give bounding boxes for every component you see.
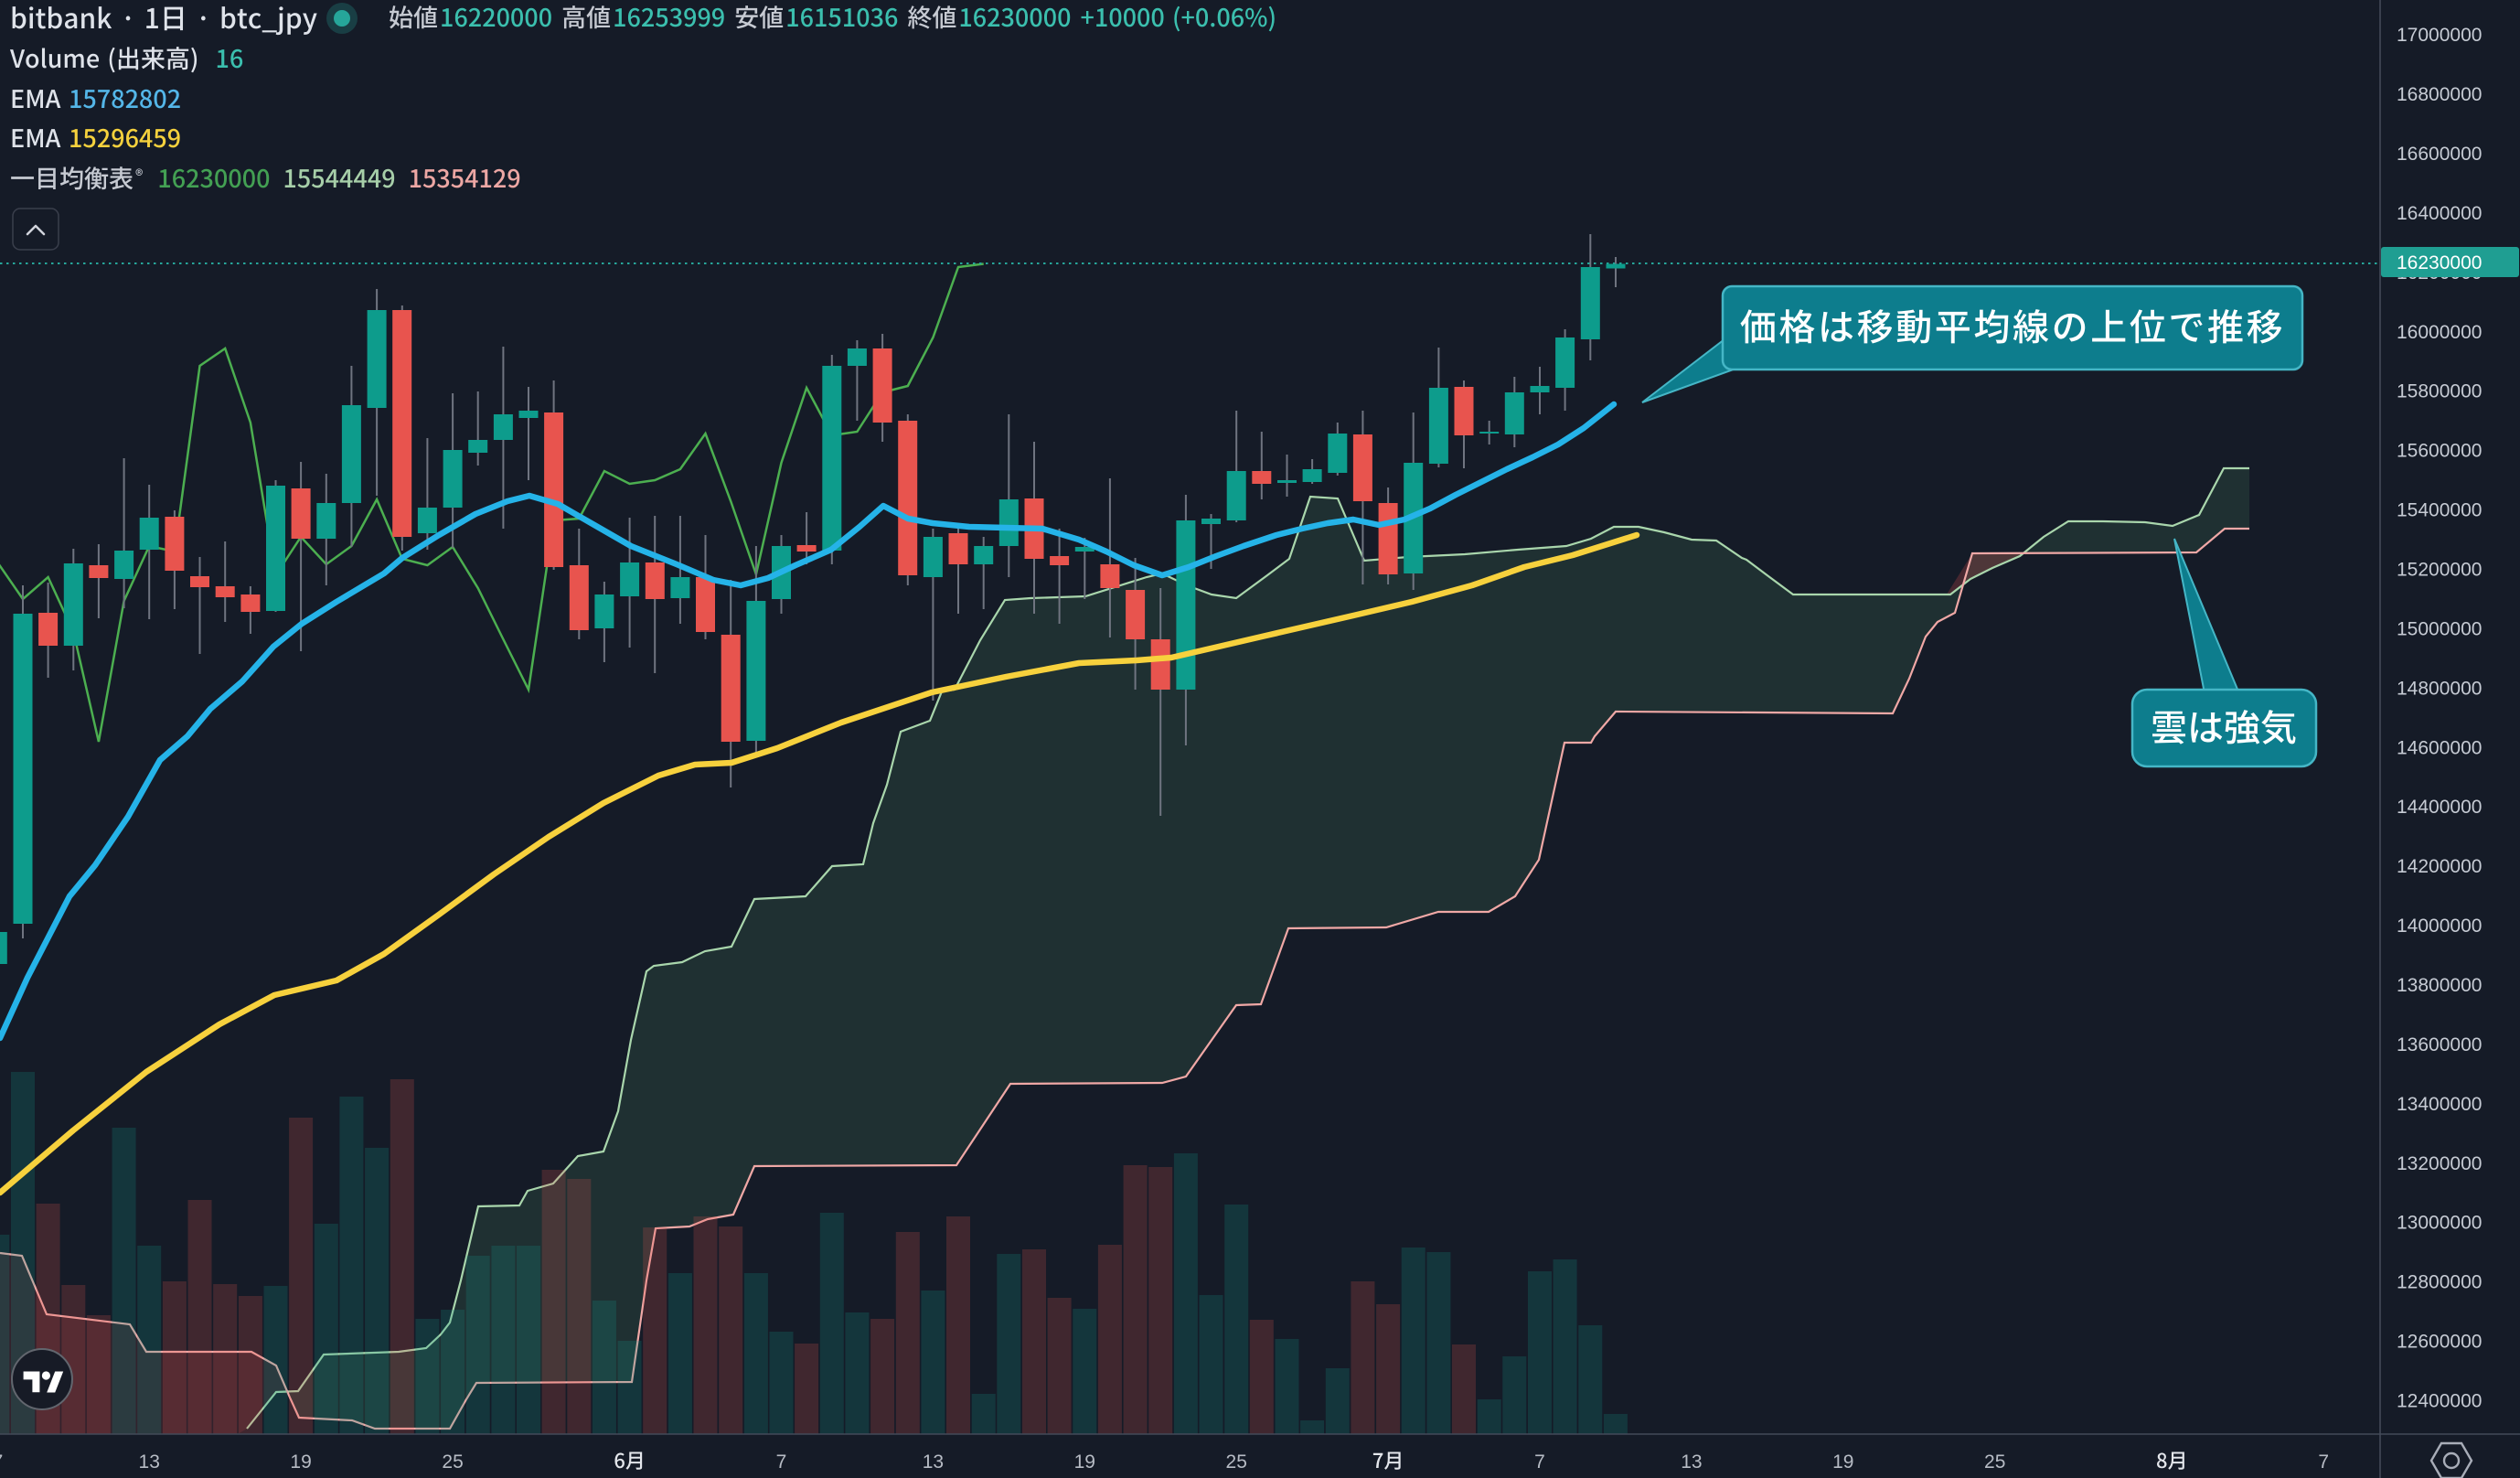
svg-text:13: 13 xyxy=(139,1451,160,1473)
svg-text:25: 25 xyxy=(1226,1451,1247,1473)
svg-text:15600000: 15600000 xyxy=(2397,441,2482,462)
svg-text:17000000: 17000000 xyxy=(2397,25,2482,46)
svg-text:15200000: 15200000 xyxy=(2397,560,2482,581)
svg-text:14000000: 14000000 xyxy=(2397,916,2482,937)
svg-text:25: 25 xyxy=(442,1451,463,1473)
svg-text:25: 25 xyxy=(1984,1451,2005,1473)
svg-text:13200000: 13200000 xyxy=(2397,1153,2482,1174)
svg-text:12400000: 12400000 xyxy=(2397,1391,2482,1412)
svg-text:7: 7 xyxy=(2318,1451,2329,1473)
svg-text:7: 7 xyxy=(0,1451,3,1473)
svg-text:15000000: 15000000 xyxy=(2397,618,2482,639)
svg-text:16230000: 16230000 xyxy=(2397,252,2482,273)
svg-text:14600000: 14600000 xyxy=(2397,737,2482,758)
svg-text:14800000: 14800000 xyxy=(2397,678,2482,699)
svg-text:13000000: 13000000 xyxy=(2397,1213,2482,1234)
svg-text:13: 13 xyxy=(923,1451,944,1473)
svg-text:15800000: 15800000 xyxy=(2397,381,2482,402)
svg-text:19: 19 xyxy=(1832,1451,1853,1473)
svg-text:14400000: 14400000 xyxy=(2397,797,2482,818)
svg-text:16800000: 16800000 xyxy=(2397,84,2482,105)
svg-text:13: 13 xyxy=(1681,1451,1702,1473)
svg-text:12600000: 12600000 xyxy=(2397,1332,2482,1353)
svg-text:13800000: 13800000 xyxy=(2397,975,2482,996)
svg-text:13400000: 13400000 xyxy=(2397,1094,2482,1115)
svg-text:16400000: 16400000 xyxy=(2397,203,2482,224)
svg-text:14200000: 14200000 xyxy=(2397,856,2482,877)
svg-text:13600000: 13600000 xyxy=(2397,1034,2482,1055)
svg-text:16000000: 16000000 xyxy=(2397,322,2482,343)
svg-text:19: 19 xyxy=(1074,1451,1095,1473)
svg-text:7: 7 xyxy=(776,1451,787,1473)
svg-text:19: 19 xyxy=(290,1451,311,1473)
svg-text:16600000: 16600000 xyxy=(2397,144,2482,165)
svg-text:12800000: 12800000 xyxy=(2397,1272,2482,1293)
svg-text:7: 7 xyxy=(1534,1451,1545,1473)
svg-text:15400000: 15400000 xyxy=(2397,500,2482,521)
